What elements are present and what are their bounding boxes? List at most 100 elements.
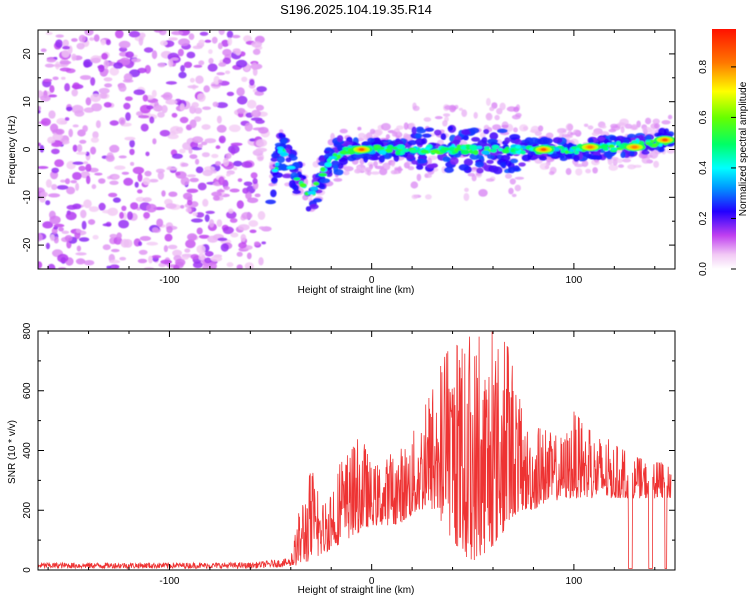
heatmap-noise-blob — [109, 144, 120, 153]
heatmap-noise-blob — [168, 37, 178, 41]
heatmap-noise-blob — [98, 87, 110, 94]
heatmap-peak — [587, 145, 593, 149]
heatmap-ridge-halo — [343, 166, 354, 172]
heatmap-noise-blob — [48, 110, 56, 119]
heatmap-noise-blob — [167, 244, 178, 250]
heatmap-ridge-halo — [556, 129, 563, 133]
heatmap-noise-blob — [152, 138, 157, 145]
heatmap-noise-blob — [180, 162, 189, 167]
heatmap-noise-blob — [178, 71, 187, 79]
heatmap-noise-blob — [257, 156, 264, 161]
heatmap-noise-blob — [172, 249, 183, 257]
heatmap-ridge-halo — [508, 187, 514, 195]
heatmap-ridge-halo — [478, 189, 488, 197]
heatmap-noise-blob — [90, 137, 99, 143]
heatmap-noise-blob — [82, 125, 88, 133]
heatmap-ridge-band — [489, 132, 499, 140]
heatmap-noise-blob — [113, 62, 123, 69]
heatmap-ridge-band — [370, 155, 379, 160]
heatmap-noise-blob — [109, 66, 120, 76]
heatmap-ridge-core — [320, 167, 326, 172]
heatmap-noise-blob — [40, 118, 51, 126]
heatmap-noise-blob — [226, 262, 234, 268]
heatmap-noise-blob — [171, 30, 184, 36]
heatmap-noise-blob — [56, 118, 67, 125]
heatmap-noise-blob — [165, 99, 178, 105]
heatmap-noise-blob — [81, 220, 87, 230]
snr-y-tick-label: 200 — [22, 501, 33, 518]
heatmap-noise-blob — [189, 154, 198, 160]
heatmap-noise-blob — [211, 36, 218, 44]
heatmap-ridge-halo — [357, 126, 362, 131]
heatmap-noise-blob — [236, 200, 244, 209]
heatmap-noise-blob — [165, 81, 177, 85]
heatmap-noise-blob — [237, 178, 243, 183]
heatmap-ridge-core — [286, 165, 296, 170]
heatmap-ridge-halo — [370, 171, 380, 175]
heatmap-noise-blob — [228, 208, 234, 214]
heatmap-noise-blob — [105, 154, 115, 162]
heatmap-ridge-halo — [416, 173, 422, 182]
heatmap-noise-blob — [118, 84, 127, 92]
heatmap-y-tick-label: 0 — [22, 146, 33, 152]
heatmap-noise-blob — [46, 58, 57, 63]
heatmap-noise-blob — [51, 184, 58, 190]
heatmap-noise-blob — [186, 174, 196, 178]
heatmap-noise-blob — [201, 141, 208, 146]
heatmap-ridge-band — [461, 129, 472, 135]
heatmap-noise-blob — [72, 161, 84, 165]
heatmap-noise-blob — [189, 119, 197, 129]
heatmap-ridge-core — [469, 144, 478, 150]
heatmap-ridge-band — [641, 150, 650, 155]
heatmap-ridge-core — [501, 148, 510, 154]
heatmap-noise-blob — [192, 136, 204, 144]
heatmap-noise-blob — [180, 65, 186, 72]
heatmap-noise-blob — [249, 79, 255, 86]
heatmap-ridge-band — [290, 172, 299, 180]
heatmap-noise-blob — [129, 139, 135, 148]
heatmap-ridge-band — [458, 164, 470, 171]
heatmap-ridge-band — [309, 203, 319, 210]
heatmap-noise-blob — [98, 64, 105, 73]
heatmap-noise-blob — [92, 131, 99, 139]
heatmap-ridge-band — [285, 157, 292, 163]
heatmap-noise-blob — [166, 167, 178, 171]
heatmap-noise-blob — [65, 178, 70, 185]
heatmap-noise-blob — [168, 191, 178, 197]
heatmap-ridge-halo — [425, 194, 432, 200]
colorbar-tick-label: 0.6 — [698, 110, 709, 124]
heatmap-ridge-band — [440, 133, 447, 141]
heatmap-noise-blob — [105, 39, 111, 46]
heatmap-noise-blob — [198, 39, 205, 45]
heatmap-noise-blob — [170, 126, 182, 135]
heatmap-ridge-halo — [600, 131, 610, 137]
heatmap-ridge-band — [324, 147, 333, 152]
heatmap-ridge-core — [472, 149, 479, 156]
heatmap-noise-blob — [76, 245, 82, 252]
heatmap-ridge-band — [405, 154, 415, 160]
heatmap-ridge-band — [434, 129, 442, 136]
heatmap-ridge-halo — [610, 156, 619, 161]
heatmap-noise-blob — [45, 31, 53, 35]
heatmap-ridge-core — [378, 146, 385, 150]
heatmap-noise-blob — [138, 115, 150, 119]
heatmap-noise-blob — [244, 262, 254, 269]
colorbar: 0.0 0.2 0.4 0.6 0.8 Normalized spectral ampl… — [698, 29, 749, 276]
heatmap-ridge-halo — [538, 125, 544, 132]
heatmap-noise-blob — [45, 200, 51, 206]
heatmap-ridge-halo — [608, 128, 617, 133]
heatmap-noise-blob — [116, 232, 122, 239]
heatmap-noise-blob — [202, 169, 213, 177]
heatmap-ridge-halo — [486, 97, 491, 106]
heatmap-noise-blob — [72, 124, 79, 128]
heatmap-noise-blob — [93, 34, 100, 42]
heatmap-noise-blob — [208, 49, 213, 55]
heatmap-noise-blob — [118, 219, 129, 229]
heatmap-noise-blob — [102, 223, 112, 227]
heatmap-ridge-band — [443, 167, 454, 173]
snr-ticks: -100 0 100 0 200 400 600 800 — [22, 322, 675, 587]
heatmap-noise-blob — [250, 172, 258, 179]
heatmap-noise-blob — [204, 39, 212, 43]
heatmap-ridge-halo — [575, 168, 583, 176]
heatmap-noise-blob — [52, 76, 59, 81]
